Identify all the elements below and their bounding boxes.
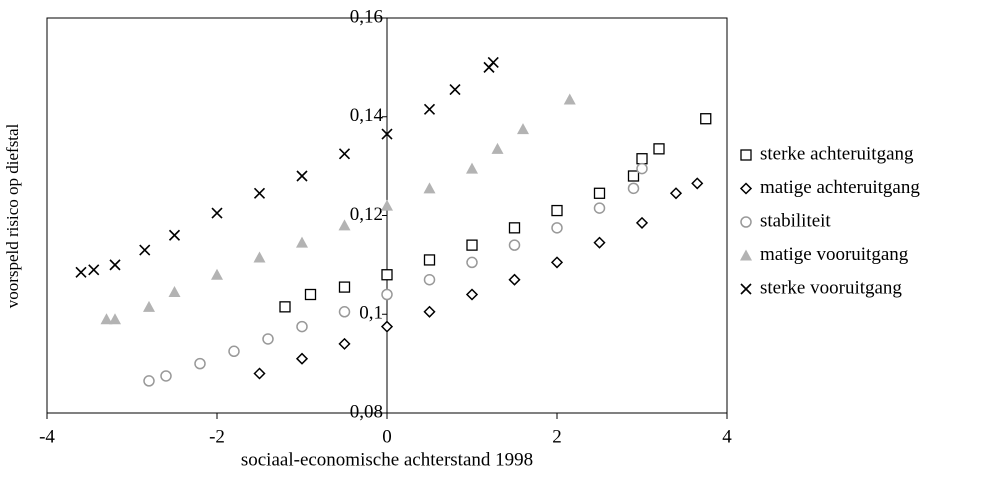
marker-circle: [508, 239, 521, 251]
x-axis-label: sociaal-economische achterstand 1998: [241, 449, 533, 470]
marker-diamond: [550, 256, 564, 269]
x-tick-label: -4: [39, 426, 55, 447]
x-tick-label: 0: [382, 426, 392, 447]
y-tick-label: 0,1: [359, 303, 383, 324]
marker-square: [636, 153, 648, 165]
marker-cross: [75, 266, 87, 278]
y-tick-label: 0,14: [350, 105, 384, 126]
marker-triangle: [143, 300, 155, 312]
marker-diamond: [508, 273, 521, 286]
marker-cross: [253, 187, 266, 199]
marker-cross: [109, 259, 121, 271]
legend-label: sterke achteruitgang: [760, 143, 914, 164]
marker-cross: [381, 128, 393, 140]
marker-diamond: [593, 236, 606, 249]
marker-diamond: [380, 320, 394, 333]
legend-label: matige vooruitgang: [760, 244, 909, 265]
marker-triangle: [381, 199, 393, 211]
y-axis-label: voorspeld risico op diefstal: [3, 123, 22, 308]
marker-square: [551, 204, 563, 217]
marker-diamond: [465, 288, 479, 301]
legend-marker: [740, 149, 752, 161]
marker-triangle: [100, 313, 113, 325]
marker-circle: [262, 333, 274, 345]
marker-triangle: [211, 268, 223, 280]
marker-triangle: [563, 93, 576, 105]
marker-square: [279, 301, 291, 313]
marker-triangle: [517, 123, 529, 135]
marker-triangle: [491, 142, 504, 154]
marker-square: [700, 113, 712, 125]
marker-circle: [296, 320, 308, 333]
marker-circle: [593, 202, 606, 214]
marker-cross: [139, 244, 151, 256]
legend-label: sterke vooruitgang: [760, 277, 902, 298]
y-tick-label: 0,16: [350, 6, 383, 27]
marker-square: [627, 170, 640, 182]
marker-cross: [338, 148, 351, 160]
marker-triangle: [253, 251, 266, 263]
marker-diamond: [423, 305, 436, 318]
marker-square: [338, 281, 351, 293]
x-tick-label: 4: [722, 426, 732, 447]
marker-square: [653, 143, 665, 155]
marker-triangle: [466, 162, 478, 174]
marker-triangle: [423, 182, 436, 194]
marker-cross: [296, 170, 308, 182]
marker-circle: [338, 306, 351, 318]
marker-diamond: [669, 187, 683, 200]
marker-circle: [627, 182, 640, 195]
marker-triangle: [109, 313, 121, 325]
x-tick-label: 2: [552, 426, 562, 447]
marker-square: [466, 239, 478, 251]
marker-diamond: [338, 337, 351, 350]
legend-marker: [740, 216, 752, 228]
legend-marker: [740, 283, 752, 295]
marker-diamond: [635, 216, 649, 229]
marker-square: [381, 269, 393, 281]
marker-circle: [228, 345, 240, 358]
marker-diamond: [691, 177, 704, 190]
marker-circle: [381, 288, 393, 301]
marker-cross: [211, 207, 223, 219]
marker-cross: [487, 56, 499, 69]
marker-diamond: [253, 367, 266, 380]
marker-triangle: [168, 286, 181, 298]
marker-circle: [466, 256, 478, 269]
legend-label: matige achteruitgang: [760, 177, 920, 198]
legend-marker: [739, 182, 753, 195]
marker-circle: [160, 370, 172, 382]
marker-cross: [88, 264, 100, 276]
marker-square: [593, 187, 606, 199]
marker-circle: [194, 357, 206, 370]
marker-square: [508, 222, 521, 234]
marker-triangle: [338, 219, 351, 231]
marker-cross: [449, 84, 461, 96]
marker-cross: [423, 103, 436, 115]
marker-cross: [168, 229, 181, 241]
marker-circle: [423, 273, 436, 286]
y-tick-label: 0,12: [350, 204, 383, 225]
legend-marker: [740, 249, 752, 261]
marker-circle: [636, 162, 648, 175]
marker-square: [423, 254, 436, 266]
x-tick-label: -2: [209, 426, 225, 447]
marker-square: [304, 288, 317, 301]
marker-circle: [551, 222, 563, 234]
marker-diamond: [295, 352, 309, 365]
legend-label: stabiliteit: [760, 210, 831, 231]
y-tick-label: 0,08: [350, 401, 383, 422]
marker-circle: [143, 375, 155, 387]
marker-triangle: [296, 236, 308, 248]
